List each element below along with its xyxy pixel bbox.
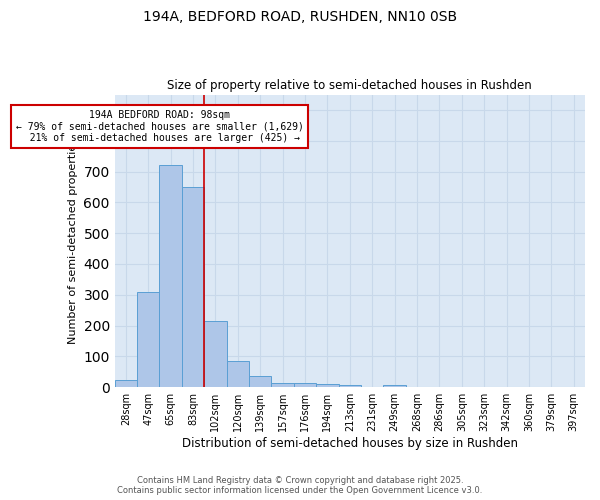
Bar [204, 321, 227, 387]
Bar [182, 187, 204, 387]
Text: 194A, BEDFORD ROAD, RUSHDEN, NN10 0SB: 194A, BEDFORD ROAD, RUSHDEN, NN10 0SB [143, 10, 457, 24]
X-axis label: Distribution of semi-detached houses by size in Rushden: Distribution of semi-detached houses by … [182, 437, 518, 450]
Bar [316, 384, 338, 387]
Bar [294, 383, 316, 387]
Text: 194A BEDFORD ROAD: 98sqm
← 79% of semi-detached houses are smaller (1,629)
  21%: 194A BEDFORD ROAD: 98sqm ← 79% of semi-d… [16, 110, 304, 143]
Bar [383, 384, 406, 387]
Bar [249, 376, 271, 387]
Bar [160, 166, 182, 387]
Text: Contains HM Land Registry data © Crown copyright and database right 2025.
Contai: Contains HM Land Registry data © Crown c… [118, 476, 482, 495]
Title: Size of property relative to semi-detached houses in Rushden: Size of property relative to semi-detach… [167, 79, 532, 92]
Bar [338, 386, 361, 387]
Bar [271, 383, 294, 387]
Bar [115, 380, 137, 387]
Y-axis label: Number of semi-detached properties: Number of semi-detached properties [68, 138, 78, 344]
Bar [137, 292, 160, 387]
Bar [227, 361, 249, 387]
